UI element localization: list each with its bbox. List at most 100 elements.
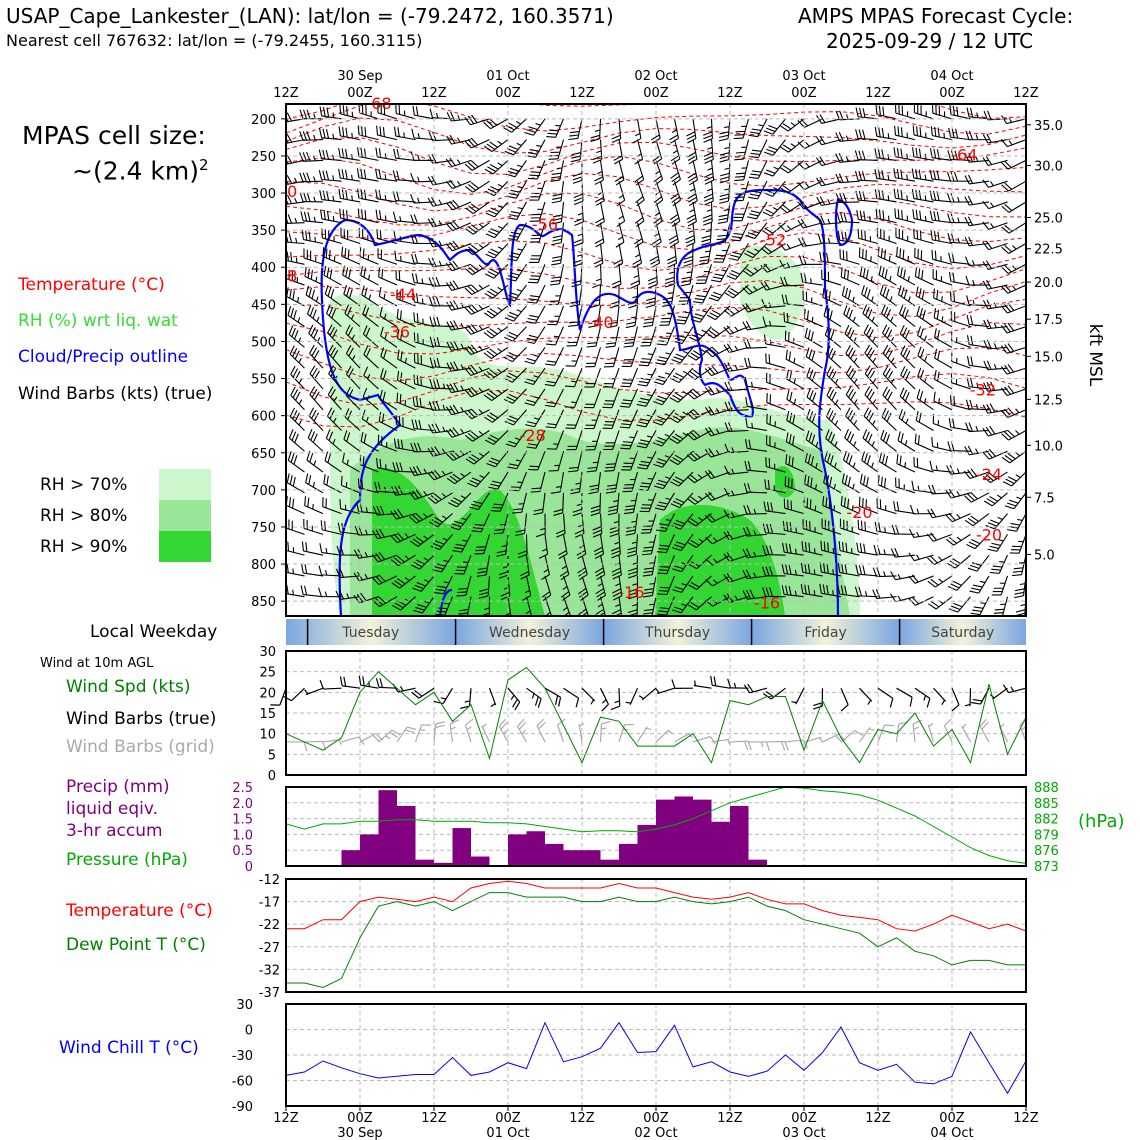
xs-wind-barb xyxy=(586,451,602,473)
wind-barb-true xyxy=(743,683,768,694)
cell-size-value: ~(2.4 km)2 xyxy=(72,156,209,185)
pressure-tick-label: 800 xyxy=(251,558,276,573)
top-time-axis: 12Z 00Z 12Z 00Z 12Z 00Z 12Z 00Z 12Z 00Z 12Z 30 Sep 0… xyxy=(273,69,1039,101)
xs-wind-barb xyxy=(471,513,491,533)
xs-wind-barb xyxy=(897,431,916,452)
xs-wind-barb xyxy=(845,407,860,431)
wind-barb-grid xyxy=(304,740,327,751)
xs-wind-barb xyxy=(640,326,657,347)
rh-90-label: RH > 90% xyxy=(40,537,128,557)
y-tick-label: -60 xyxy=(232,1075,253,1090)
wind-barb-true xyxy=(859,687,873,705)
kft-tick-label: 20.0 xyxy=(1034,276,1063,291)
bottom-date-tick-label: 04 Oct xyxy=(930,1126,973,1140)
xs-wind-barb xyxy=(966,107,990,120)
xs-wind-barb xyxy=(983,492,1008,507)
xs-wind-barb xyxy=(877,475,897,494)
wind-barb-true xyxy=(625,687,639,705)
xs-wind-barb xyxy=(802,519,823,535)
xs-wind-barb xyxy=(428,400,453,411)
xs-wind-barb xyxy=(465,180,490,193)
xs-wind-barb xyxy=(825,429,842,452)
xs-wind-barb xyxy=(1000,322,1026,334)
xs-wind-barb xyxy=(410,442,435,453)
xs-wind-barb xyxy=(845,365,860,390)
xs-wind-barb xyxy=(719,181,731,204)
xs-wind-barb xyxy=(605,326,620,348)
xs-wind-barb xyxy=(557,534,568,560)
xs-wind-barb xyxy=(538,534,549,559)
xs-wind-barb xyxy=(982,471,1008,484)
wind-barb-true xyxy=(951,687,960,712)
xs-wind-barb xyxy=(527,160,546,180)
xs-wind-barb xyxy=(687,492,712,505)
temperature-contour-label: -24 xyxy=(976,465,1002,484)
xs-wind-barb xyxy=(982,133,1008,144)
xs-wind-barb xyxy=(286,513,287,514)
y-tick-label: -90 xyxy=(232,1100,253,1115)
xs-wind-barb xyxy=(652,222,662,248)
xs-wind-barb xyxy=(654,471,675,490)
y-tick-label: 885 xyxy=(1034,797,1059,812)
windchill-line xyxy=(285,1021,1027,1095)
xs-wind-barb xyxy=(560,575,571,602)
xs-wind-barb xyxy=(781,564,805,577)
xs-wind-barb xyxy=(633,222,644,248)
wind-barb-true xyxy=(375,678,398,689)
xs-wind-barb xyxy=(322,247,342,265)
xs-wind-barb xyxy=(702,201,713,226)
xs-wind-barb xyxy=(566,430,583,451)
xs-wind-barb xyxy=(859,473,879,494)
xs-wind-barb xyxy=(392,211,416,224)
xs-wind-barb xyxy=(627,555,639,579)
xs-wind-barb xyxy=(817,233,842,245)
xs-wind-barb xyxy=(376,125,398,141)
xs-wind-barb xyxy=(393,438,416,452)
xs-wind-barb xyxy=(686,201,697,227)
xs-wind-barb xyxy=(861,451,879,473)
pressure-tick-label: 850 xyxy=(251,595,276,610)
xs-wind-barb xyxy=(409,533,435,547)
xs-wind-barb xyxy=(578,575,589,602)
xs-wind-barb xyxy=(340,227,361,245)
xs-wind-barb xyxy=(377,248,398,265)
xs-wind-barb xyxy=(625,513,639,536)
xs-wind-barb xyxy=(286,554,287,556)
xs-wind-barb xyxy=(621,347,639,367)
xs-wind-barb xyxy=(483,326,509,339)
xs-wind-barb xyxy=(964,236,990,247)
precip-bar xyxy=(674,796,693,866)
bottom-time-tick-label: 12Z xyxy=(717,1111,743,1126)
cross-section-wind-barbs xyxy=(286,104,1026,616)
xs-wind-barb xyxy=(566,326,583,347)
wind-barb-true xyxy=(638,687,657,701)
xs-wind-barb xyxy=(474,534,491,555)
precip-bars xyxy=(341,790,767,866)
xs-wind-barb xyxy=(377,434,398,452)
xs-wind-barb xyxy=(301,541,324,556)
xs-wind-barb xyxy=(428,276,453,287)
temperature-contour-label: 8 xyxy=(287,266,297,285)
xs-wind-barb xyxy=(875,208,897,224)
xs-wind-barb xyxy=(319,106,342,120)
xs-wind-barb xyxy=(914,433,934,452)
xs-wind-barb xyxy=(465,201,490,214)
xs-wind-barb xyxy=(361,409,379,431)
xs-wind-barb xyxy=(411,273,435,286)
xs-wind-barb xyxy=(390,532,416,544)
xs-wind-barb xyxy=(854,586,879,598)
precip-bar xyxy=(415,859,434,866)
xs-wind-barb xyxy=(855,129,879,141)
wind-barb-true xyxy=(727,678,749,689)
xs-wind-barb xyxy=(900,366,916,390)
wind-barbs-true xyxy=(270,675,1027,712)
bottom-date-tick-label: 02 Oct xyxy=(634,1126,677,1140)
cell-size-superscript: 2 xyxy=(199,156,209,174)
xs-wind-barb xyxy=(338,188,361,203)
xs-wind-barb xyxy=(878,265,897,286)
wind-barb-grid xyxy=(536,718,546,743)
xs-wind-barb xyxy=(504,409,527,426)
windchill-panel: 30 0 -30 -60 -90 xyxy=(232,998,1027,1115)
y-tick-label: -32 xyxy=(259,963,280,978)
xs-wind-barb xyxy=(760,243,786,255)
